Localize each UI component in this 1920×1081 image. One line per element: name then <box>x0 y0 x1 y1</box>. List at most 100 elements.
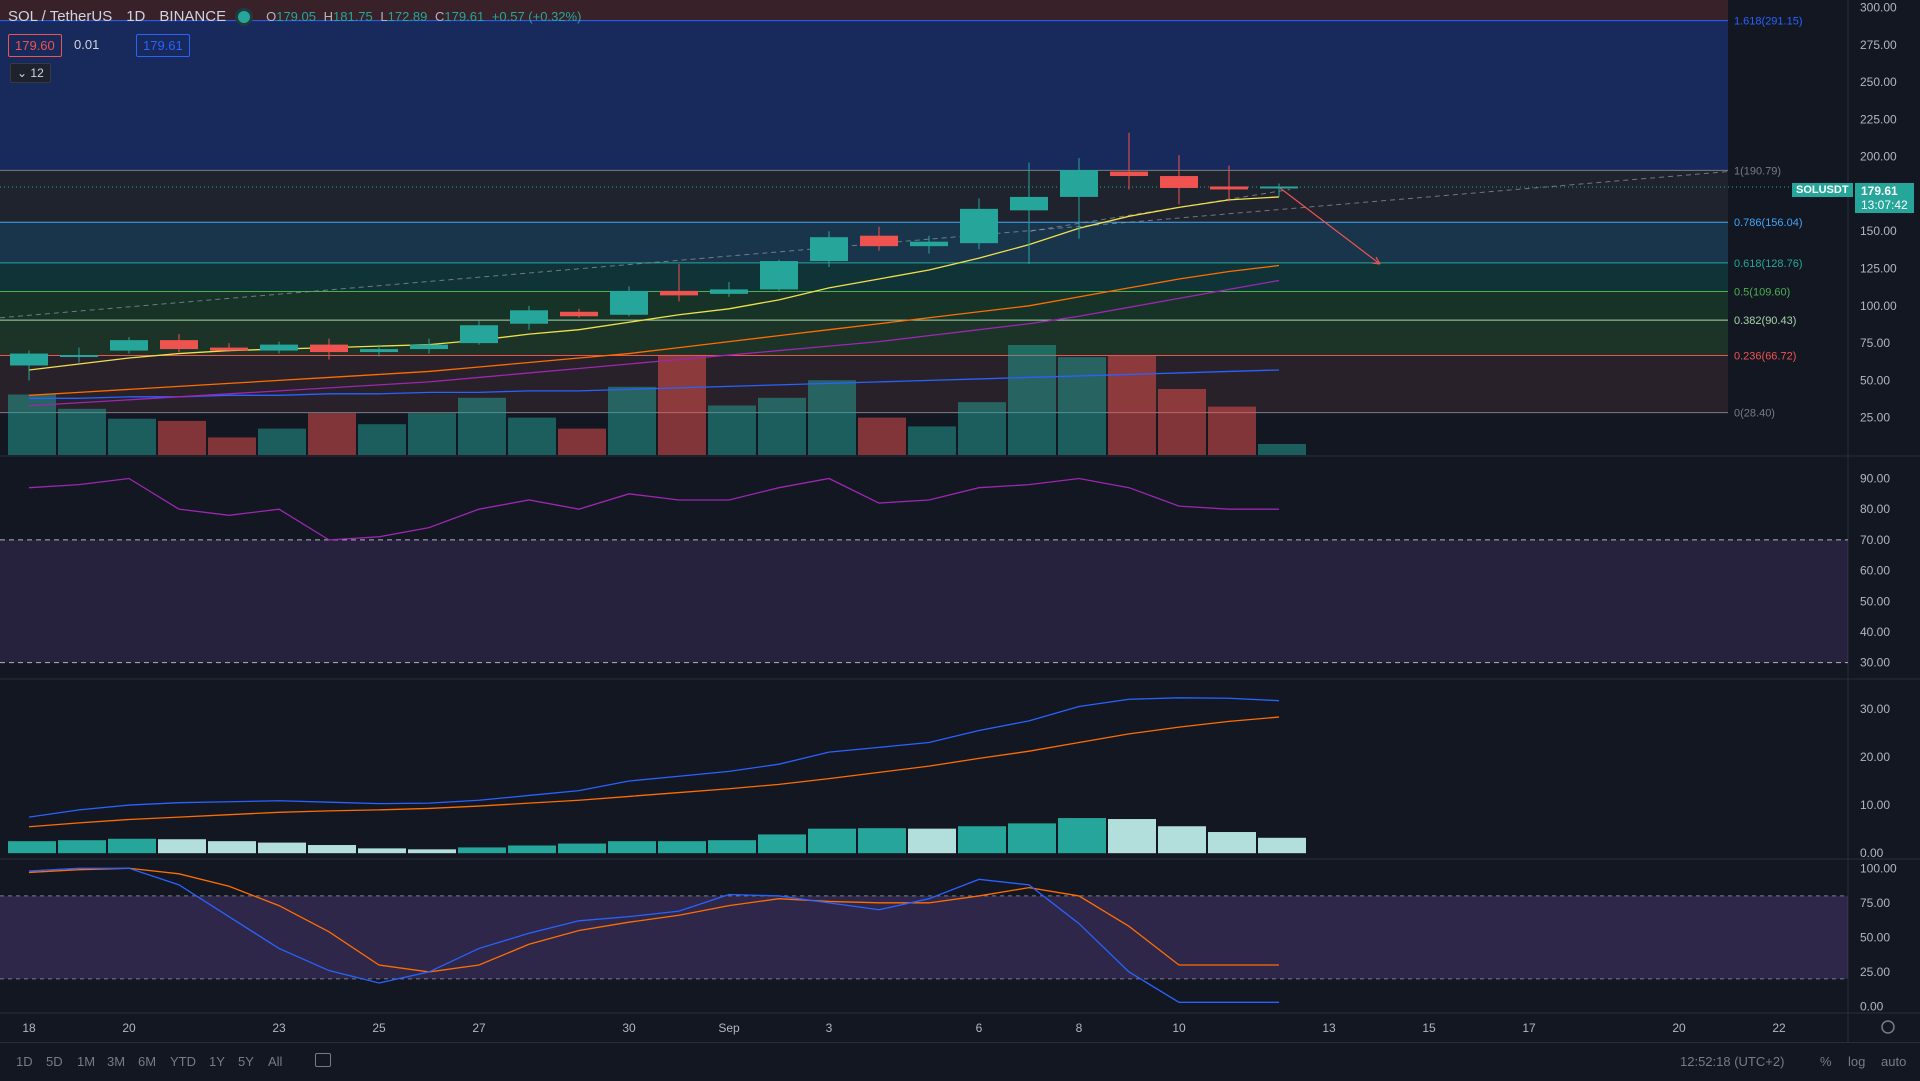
volume-bar <box>608 386 656 455</box>
fib-zone-top <box>0 0 1728 21</box>
sell-price-button[interactable]: 179.60 <box>8 34 62 57</box>
symbol-name[interactable]: SOL / TetherUS <box>8 8 113 25</box>
price-axis-tick: 20.00 <box>1860 750 1890 764</box>
timeframe-5d[interactable]: 5D <box>46 1054 63 1069</box>
timeframe-3m[interactable]: 3M <box>107 1054 126 1069</box>
volume-bar <box>658 354 706 455</box>
price-axis-tick: 0.00 <box>1860 846 1884 860</box>
timeframe-1m[interactable]: 1M <box>77 1054 96 1069</box>
price-axis-tick: 50.00 <box>1860 373 1890 387</box>
interval-label[interactable]: 1D <box>126 8 146 25</box>
time-axis-tick: 20 <box>122 1021 136 1035</box>
price-axis-tick: 60.00 <box>1860 564 1890 578</box>
macd-histogram-bar <box>358 848 406 854</box>
price-axis-tick: 30.00 <box>1860 656 1890 670</box>
macd-histogram-bar <box>208 841 256 854</box>
fib-zone <box>0 355 1728 413</box>
last-price: 179.61 <box>1861 184 1898 198</box>
macd-histogram-bar <box>308 845 356 854</box>
macd-histogram-bar <box>858 828 906 854</box>
time-axis-tick: 23 <box>272 1021 286 1035</box>
rsi-line <box>28 477 1279 541</box>
price-axis-tick: 125.00 <box>1860 262 1897 276</box>
timeframe-6m[interactable]: 6M <box>138 1054 157 1069</box>
bar-countdown: 13:07:42 <box>1861 198 1908 212</box>
volume-bar <box>958 402 1006 455</box>
buy-price-button[interactable]: 179.61 <box>136 34 190 57</box>
market-status-icon <box>238 10 251 23</box>
candle-body <box>560 311 598 317</box>
price-axis-tick: 100.00 <box>1860 299 1897 313</box>
volume-bar <box>258 428 306 455</box>
spread-label: 0.01 <box>74 37 100 52</box>
stoch-k-line <box>28 867 1279 1003</box>
auto-toggle[interactable]: auto <box>1881 1054 1907 1069</box>
macd-histogram-bar <box>708 840 756 854</box>
macd-histogram-bar <box>458 847 506 854</box>
volume-bar <box>908 426 956 455</box>
candle-body <box>110 340 148 351</box>
candle-body <box>360 349 398 353</box>
price-axis-tick: 275.00 <box>1860 38 1897 52</box>
candle-body <box>660 290 698 296</box>
indicator-count: 12 <box>30 66 44 80</box>
percent-toggle[interactable]: % <box>1820 1054 1832 1069</box>
last-price-tag: 179.61 13:07:42 <box>1855 183 1914 213</box>
clock-label[interactable]: 12:52:18 (UTC+2) <box>1680 1054 1785 1069</box>
bottom-toolbar: 1D 5D 1M 3M 6M YTD 1Y 5Y All 12:52:18 (U… <box>0 1042 1920 1081</box>
candle-body <box>1210 186 1248 190</box>
volume-bar <box>58 408 106 455</box>
price-axis-tick: 250.00 <box>1860 75 1897 89</box>
volume-bar <box>1158 389 1206 455</box>
fib-zone <box>0 170 1728 223</box>
candle-body <box>460 325 498 344</box>
candle-body <box>810 237 848 262</box>
fib-label: 0.236(66.72) <box>1734 350 1796 362</box>
price-axis-tick: 300.00 <box>1860 0 1897 14</box>
candle-body <box>60 355 98 358</box>
timeframe-1d[interactable]: 1D <box>16 1054 33 1069</box>
candle-body <box>1160 176 1198 188</box>
stoch-d-line <box>28 867 1279 973</box>
fib-zone <box>0 262 1728 292</box>
macd-histogram-bar <box>1258 837 1306 854</box>
price-axis-tick: 90.00 <box>1860 471 1890 485</box>
timeframe-ytd[interactable]: YTD <box>170 1054 196 1069</box>
timeframe-5y[interactable]: 5Y <box>238 1054 254 1069</box>
price-axis-tick: 25.00 <box>1860 965 1890 979</box>
volume-bar <box>858 417 906 455</box>
ma-line-blue <box>29 369 1280 399</box>
candle-body <box>610 290 648 315</box>
fib-zone <box>0 291 1728 321</box>
candle-body <box>710 289 748 294</box>
price-axis-tick: 50.00 <box>1860 930 1890 944</box>
calendar-icon[interactable] <box>315 1053 331 1067</box>
volume-bar <box>1008 345 1056 455</box>
indicators-toggle[interactable]: ⌄ 12 <box>10 63 51 83</box>
log-toggle[interactable]: log <box>1848 1054 1866 1069</box>
time-axis-tick: 15 <box>1422 1021 1436 1035</box>
volume-bar <box>758 397 806 455</box>
settings-gear-icon[interactable] <box>1881 1020 1895 1034</box>
fib-label: 1(190.79) <box>1734 165 1781 177</box>
fib-label: 0.786(156.04) <box>1734 217 1803 229</box>
time-axis-tick: 20 <box>1672 1021 1686 1035</box>
macd-histogram-bar <box>258 842 306 854</box>
price-axis-tick: 40.00 <box>1860 625 1890 639</box>
macd-histogram-bar <box>58 840 106 854</box>
time-axis-tick: Sep <box>718 1021 740 1035</box>
macd-histogram-bar <box>408 849 456 854</box>
macd-histogram-bar <box>1158 826 1206 854</box>
price-axis-tick: 75.00 <box>1860 336 1890 350</box>
volume-bar <box>208 437 256 455</box>
volume-bar <box>808 380 856 455</box>
symbol-price-tag: SOLUSDT <box>1792 183 1853 197</box>
timeframe-1y[interactable]: 1Y <box>209 1054 225 1069</box>
macd-histogram-bar <box>558 843 606 854</box>
price-axis-tick: 150.00 <box>1860 224 1897 238</box>
macd-signal-line <box>28 716 1280 828</box>
fib-label: 1.618(291.15) <box>1734 16 1803 28</box>
stoch-band <box>0 895 1848 979</box>
timeframe-all[interactable]: All <box>268 1054 283 1069</box>
